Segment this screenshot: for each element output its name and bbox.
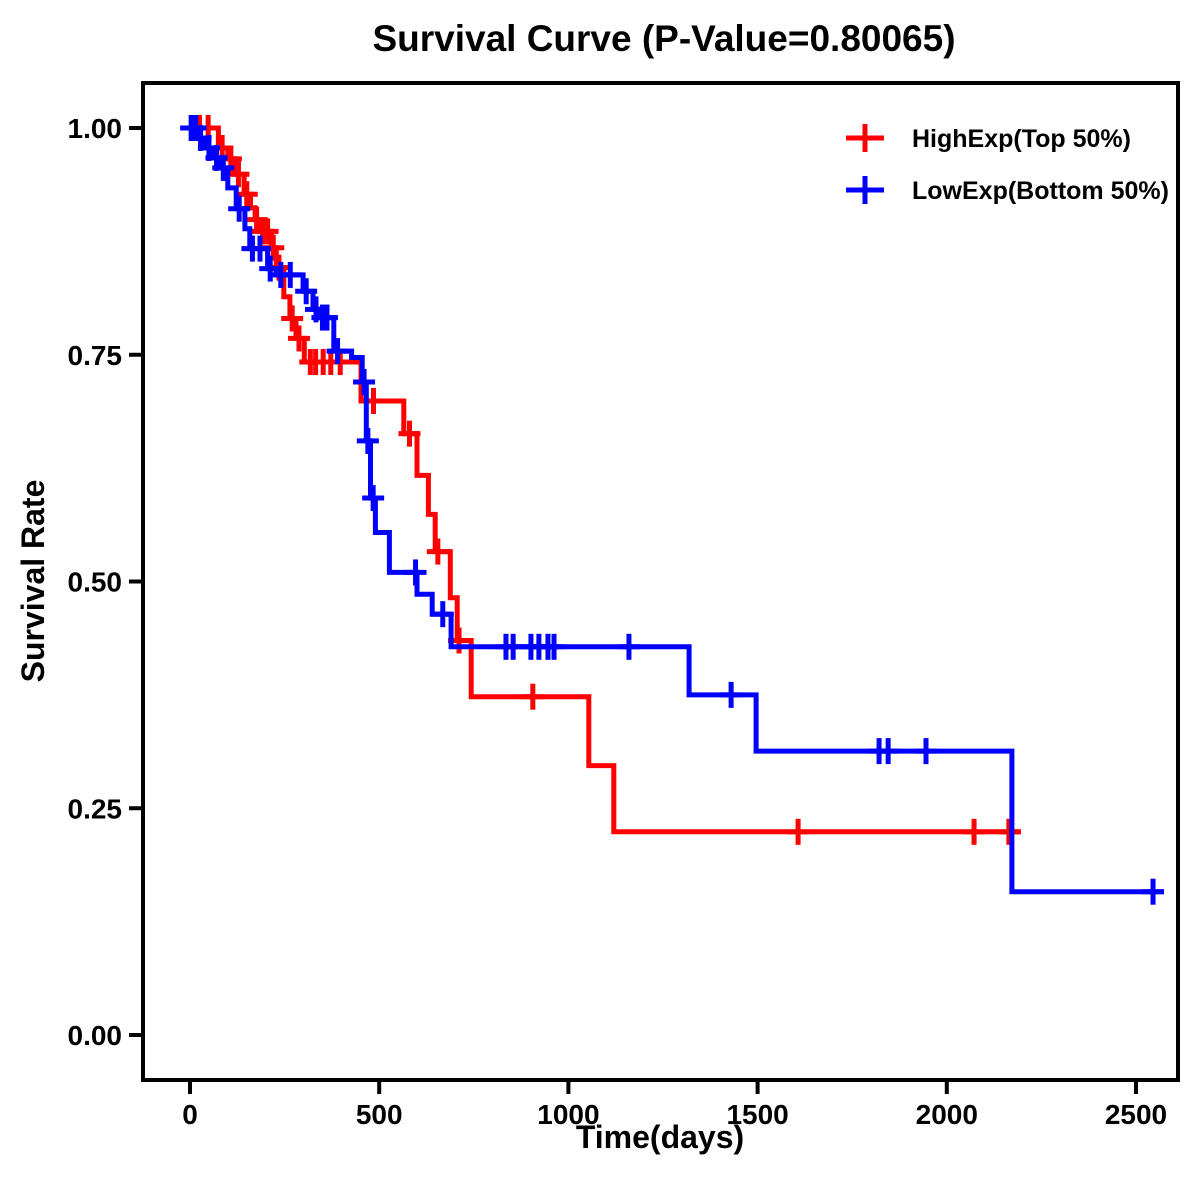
legend-label-lowexp: LowExp(Bottom 50%) xyxy=(912,177,1169,205)
legend: HighExp(Top 50%) LowExp(Bottom 50%) xyxy=(846,124,1169,205)
x-tick-label: 500 xyxy=(356,1099,403,1130)
legend-marker-highexp-cross-icon xyxy=(846,124,884,152)
y-tick-label: 0.00 xyxy=(68,1020,123,1051)
legend-marker-lowexp-cross-icon xyxy=(846,176,884,204)
plot-layer: 0.00 0.25 0.50 0.75 1.00 0 500 1000 1500 2000 2500 xyxy=(68,81,1180,1130)
y-tick-label: 0.50 xyxy=(68,567,123,598)
y-tick-label: 0.75 xyxy=(68,340,123,371)
x-tick-label: 2500 xyxy=(1105,1099,1167,1130)
curve-highexp xyxy=(190,125,1021,835)
y-tick-label: 0.25 xyxy=(68,793,123,824)
x-tick-label: 2000 xyxy=(916,1099,978,1130)
plot-border xyxy=(141,81,1180,1082)
legend-label-highexp: HighExp(Top 50%) xyxy=(912,125,1131,153)
x-tick-label: 1500 xyxy=(726,1099,788,1130)
x-axis-label: Time(days) xyxy=(576,1119,744,1155)
legend-item-highexp: HighExp(Top 50%) xyxy=(846,124,1131,153)
y-axis-label: Survival Rate xyxy=(15,480,51,683)
chart-title: Survival Curve (P-Value=0.80065) xyxy=(372,18,955,59)
x-tick-label: 1000 xyxy=(537,1099,599,1130)
y-tick-label: 1.00 xyxy=(68,113,123,144)
x-tick-label: 0 xyxy=(182,1099,198,1130)
curve-lowexp xyxy=(190,125,1164,895)
legend-item-lowexp: LowExp(Bottom 50%) xyxy=(846,176,1169,205)
